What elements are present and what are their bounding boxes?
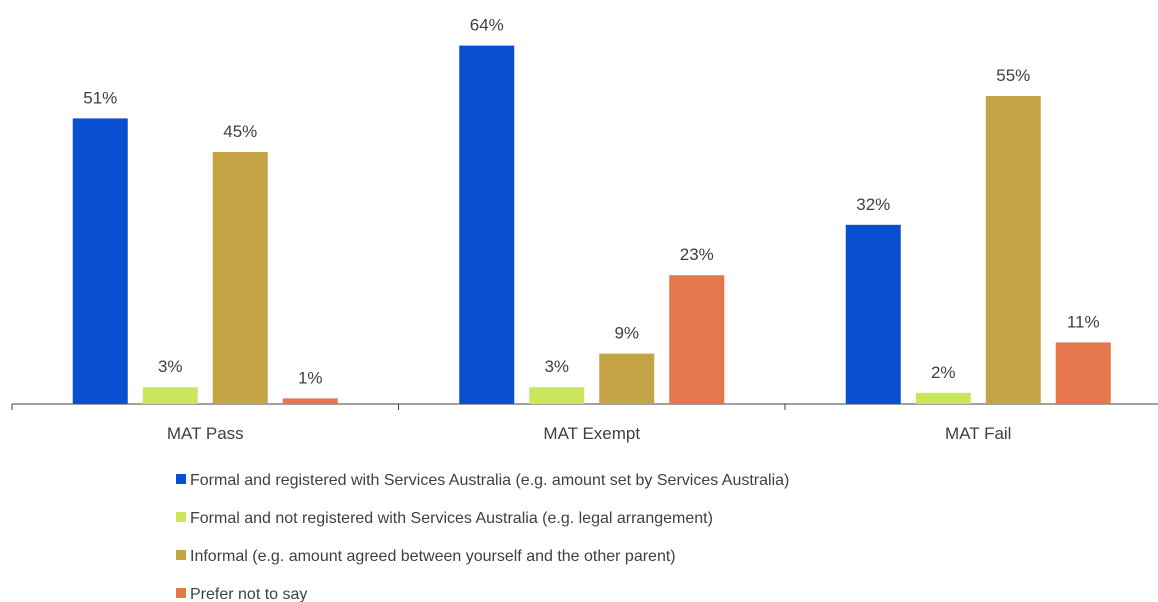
bar [529,387,585,404]
data-label: 3% [158,357,183,376]
bar [459,45,515,404]
bar [212,152,268,404]
legend-swatch [176,588,186,598]
bar [669,275,725,404]
data-label: 3% [544,357,569,376]
bar [845,224,901,404]
data-label: 45% [223,122,257,141]
data-label: 9% [614,324,639,343]
data-label: 23% [680,245,714,264]
legend-label: Prefer not to say [190,586,307,602]
bar [915,392,971,404]
bar [599,353,655,404]
x-tick-label: MAT Exempt [543,424,640,443]
bar [142,387,198,404]
data-label: 55% [996,66,1030,85]
data-label: 32% [856,195,890,214]
data-label: 64% [470,16,504,35]
data-label: 2% [931,363,956,382]
bar [72,118,128,405]
legend-swatch [176,474,186,484]
legend-label: Informal (e.g. amount agreed between you… [190,548,676,565]
legend-swatch [176,512,186,522]
legend-swatch [176,550,186,560]
data-label: 51% [83,88,117,107]
bar [282,398,338,404]
bar [985,96,1041,404]
legend-label: Formal and not registered with Services … [190,510,713,527]
x-tick-label: MAT Fail [945,424,1011,443]
legend-label: Formal and registered with Services Aust… [190,472,789,489]
bar [1055,342,1111,404]
x-tick-label: MAT Pass [167,424,244,443]
data-label: 11% [1067,312,1100,331]
data-label: 1% [298,368,323,387]
